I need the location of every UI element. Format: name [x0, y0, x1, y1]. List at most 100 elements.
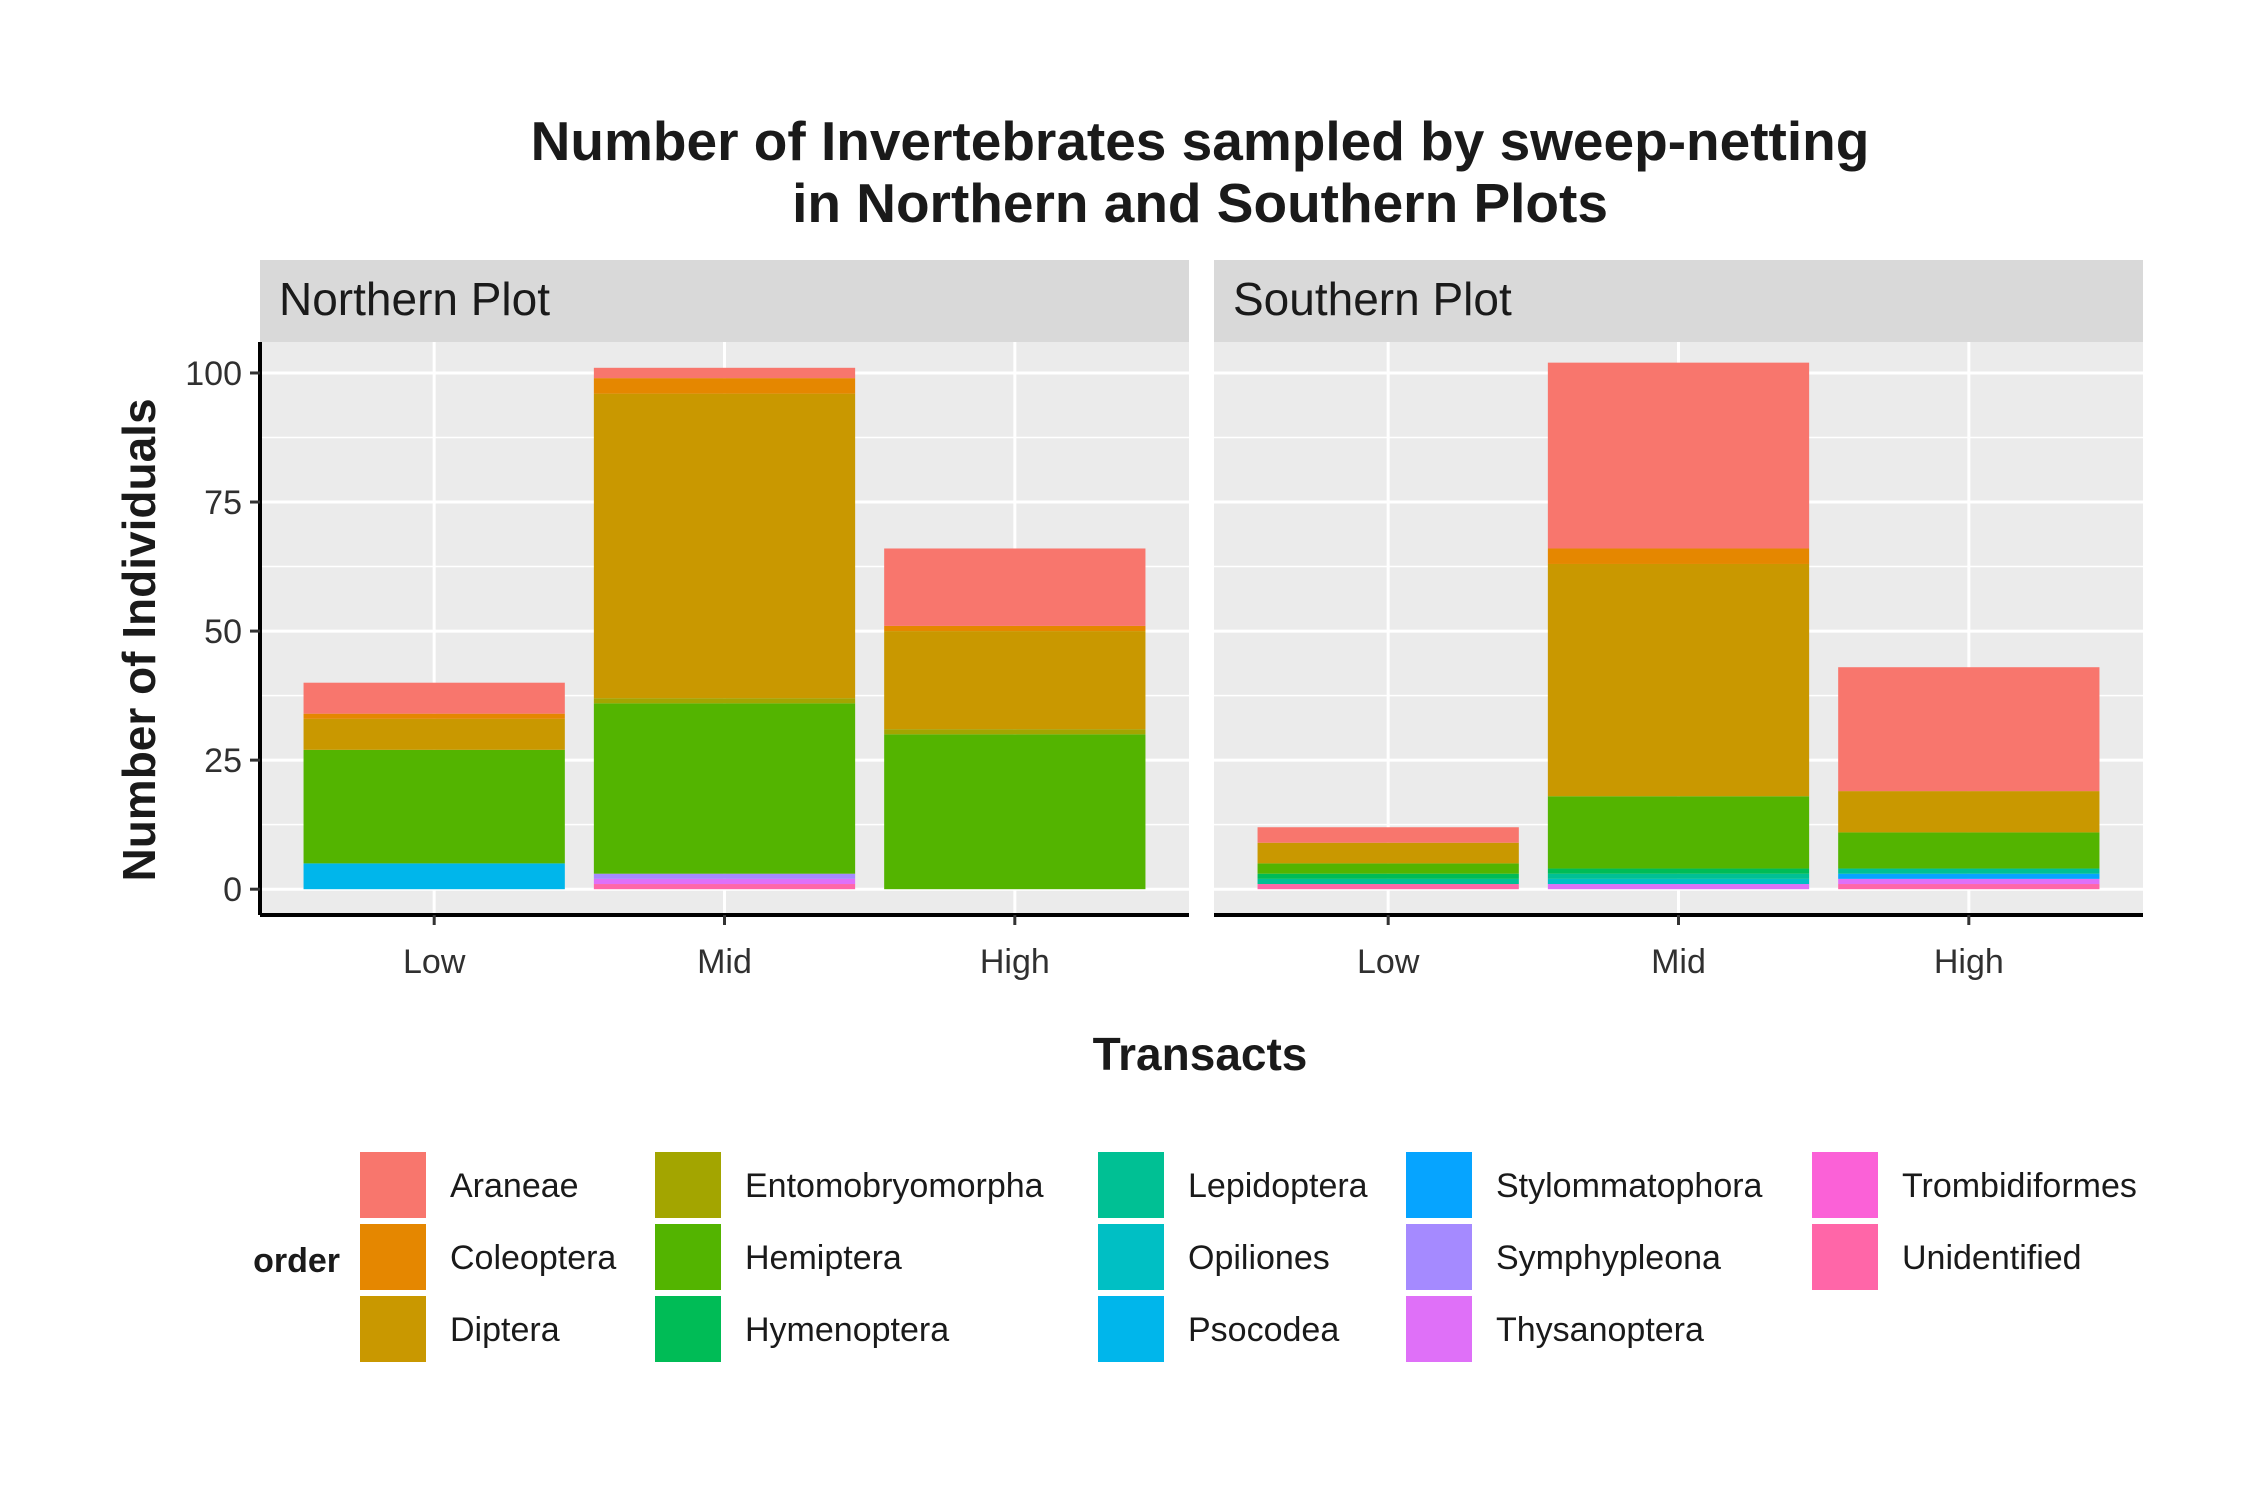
legend-label: Psocodea — [1188, 1311, 1339, 1349]
chart-title-line2: in Northern and Southern Plots — [792, 172, 1608, 234]
bar-segment-psocodea — [303, 863, 565, 890]
legend-title: order — [253, 1242, 340, 1280]
y-tick-label: 50 — [204, 613, 242, 651]
bar-segment-hemiptera — [884, 734, 1146, 890]
x-tick-label: Mid — [1651, 943, 1706, 981]
legend-label: Hemiptera — [745, 1239, 902, 1277]
legend-item-hymenoptera: Hymenoptera — [655, 1296, 949, 1362]
legend-label: Thysanoptera — [1496, 1311, 1704, 1349]
bar-segment-coleoptera — [884, 625, 1146, 632]
legend-key — [360, 1152, 426, 1218]
facet-strip-label: Northern Plot — [279, 273, 550, 325]
legend-item-thysanoptera: Thysanoptera — [1406, 1296, 1704, 1362]
bar-segment-thysanoptera — [593, 878, 856, 885]
legend: order Araneae Coleoptera Diptera Entomobryom… — [253, 1152, 2137, 1362]
bar-segment-coleoptera — [303, 713, 565, 719]
bar-segment-hemiptera — [593, 703, 856, 874]
legend-key — [1098, 1224, 1164, 1290]
legend-label: Entomobryomorpha — [745, 1167, 1044, 1205]
x-axis-title: Transacts — [1093, 1028, 1308, 1080]
bar-segment-hemiptera — [1257, 863, 1519, 874]
bar-segment-diptera — [1257, 842, 1519, 864]
chart-title: Number of Invertebrates sampled by sweep… — [531, 110, 1870, 234]
y-tick-label: 75 — [204, 484, 242, 522]
bar-segment-araneae — [1547, 362, 1810, 549]
bar-segment-diptera — [1838, 791, 2100, 833]
bar-stack-mid — [593, 367, 856, 890]
y-tick-label: 100 — [185, 355, 242, 393]
bar-segment-symphypleona — [593, 873, 856, 879]
legend-item-opiliones: Opiliones — [1098, 1224, 1330, 1290]
bar-segment-araneae — [884, 548, 1146, 626]
bar-stack-low — [303, 682, 565, 890]
bar-segment-entomobryomorpha — [593, 698, 856, 704]
facet-strip-label: Southern Plot — [1233, 273, 1512, 325]
facet-panel-southern-plot: Southern Plot Low Mid High — [1214, 260, 2143, 981]
legend-label: Hymenoptera — [745, 1311, 949, 1349]
y-axis-title: Number of Individuals — [113, 398, 165, 881]
legend-label: Trombidiformes — [1902, 1167, 2137, 1205]
bar-segment-entomobryomorpha — [884, 729, 1146, 735]
legend-key — [655, 1152, 721, 1218]
legend-key — [1406, 1152, 1472, 1218]
legend-item-stylommatophora: Stylommatophora — [1406, 1152, 1763, 1218]
legend-key — [655, 1296, 721, 1362]
bar-stack-low — [1257, 827, 1519, 890]
x-tick-label: Low — [1357, 943, 1420, 981]
bar-segment-araneae — [593, 367, 856, 379]
y-tick-label: 0 — [223, 871, 242, 909]
facet-strip — [260, 260, 1189, 342]
bar-stack-high — [1838, 667, 2100, 890]
bar-segment-diptera — [1547, 563, 1810, 797]
bar-segment-hemiptera — [1547, 796, 1810, 869]
legend-key — [1812, 1224, 1878, 1290]
bar-segment-thysanoptera — [1838, 878, 2100, 885]
legend-label: Lepidoptera — [1188, 1167, 1368, 1205]
legend-item-psocodea: Psocodea — [1098, 1296, 1339, 1362]
bar-segment-unidentified — [1257, 884, 1519, 890]
bar-segment-hemiptera — [1838, 832, 2100, 869]
legend-item-hemiptera: Hemiptera — [655, 1224, 902, 1290]
legend-label: Stylommatophora — [1496, 1167, 1763, 1205]
legend-label: Diptera — [450, 1311, 560, 1349]
x-tick-label: High — [1934, 943, 2004, 981]
bar-segment-coleoptera — [593, 378, 856, 394]
bar-segment-lepidoptera — [1838, 868, 2100, 874]
legend-key — [1406, 1224, 1472, 1290]
legend-key — [360, 1296, 426, 1362]
bar-segment-thysanoptera — [1547, 884, 1810, 890]
bar-stack-mid — [1547, 362, 1810, 890]
legend-key — [1098, 1152, 1164, 1218]
x-tick-label: High — [980, 943, 1050, 981]
bar-segment-unidentified — [593, 884, 856, 890]
legend-key — [1812, 1152, 1878, 1218]
bar-segment-hymenoptera — [1547, 868, 1810, 874]
legend-key — [360, 1224, 426, 1290]
x-tick-label: Mid — [697, 943, 752, 981]
legend-key — [1406, 1296, 1472, 1362]
bar-segment-stylommatophora — [1838, 873, 2100, 879]
legend-item-unidentified: Unidentified — [1812, 1224, 2082, 1290]
legend-item-diptera: Diptera — [360, 1296, 560, 1362]
legend-key — [1098, 1296, 1164, 1362]
legend-item-araneae: Araneae — [360, 1152, 579, 1218]
bar-stack-high — [884, 548, 1146, 890]
bar-segment-lepidoptera — [1257, 878, 1519, 885]
bar-segment-diptera — [593, 393, 856, 699]
legend-label: Coleoptera — [450, 1239, 616, 1277]
legend-key — [655, 1224, 721, 1290]
bar-segment-coleoptera — [1547, 548, 1810, 564]
legend-item-coleoptera: Coleoptera — [360, 1224, 616, 1290]
bar-segment-diptera — [303, 718, 565, 750]
bar-segment-araneae — [1257, 827, 1519, 843]
chart-title-line1: Number of Invertebrates sampled by sweep… — [531, 110, 1870, 172]
legend-label: Araneae — [450, 1167, 579, 1205]
bar-segment-hymenoptera — [1257, 873, 1519, 879]
bar-segment-unidentified — [1838, 884, 2100, 890]
bar-segment-lepidoptera — [1547, 873, 1810, 879]
y-tick-label: 25 — [204, 742, 242, 780]
legend-item-symphypleona: Symphypleona — [1406, 1224, 1721, 1290]
bar-segment-opiliones — [1547, 878, 1810, 885]
